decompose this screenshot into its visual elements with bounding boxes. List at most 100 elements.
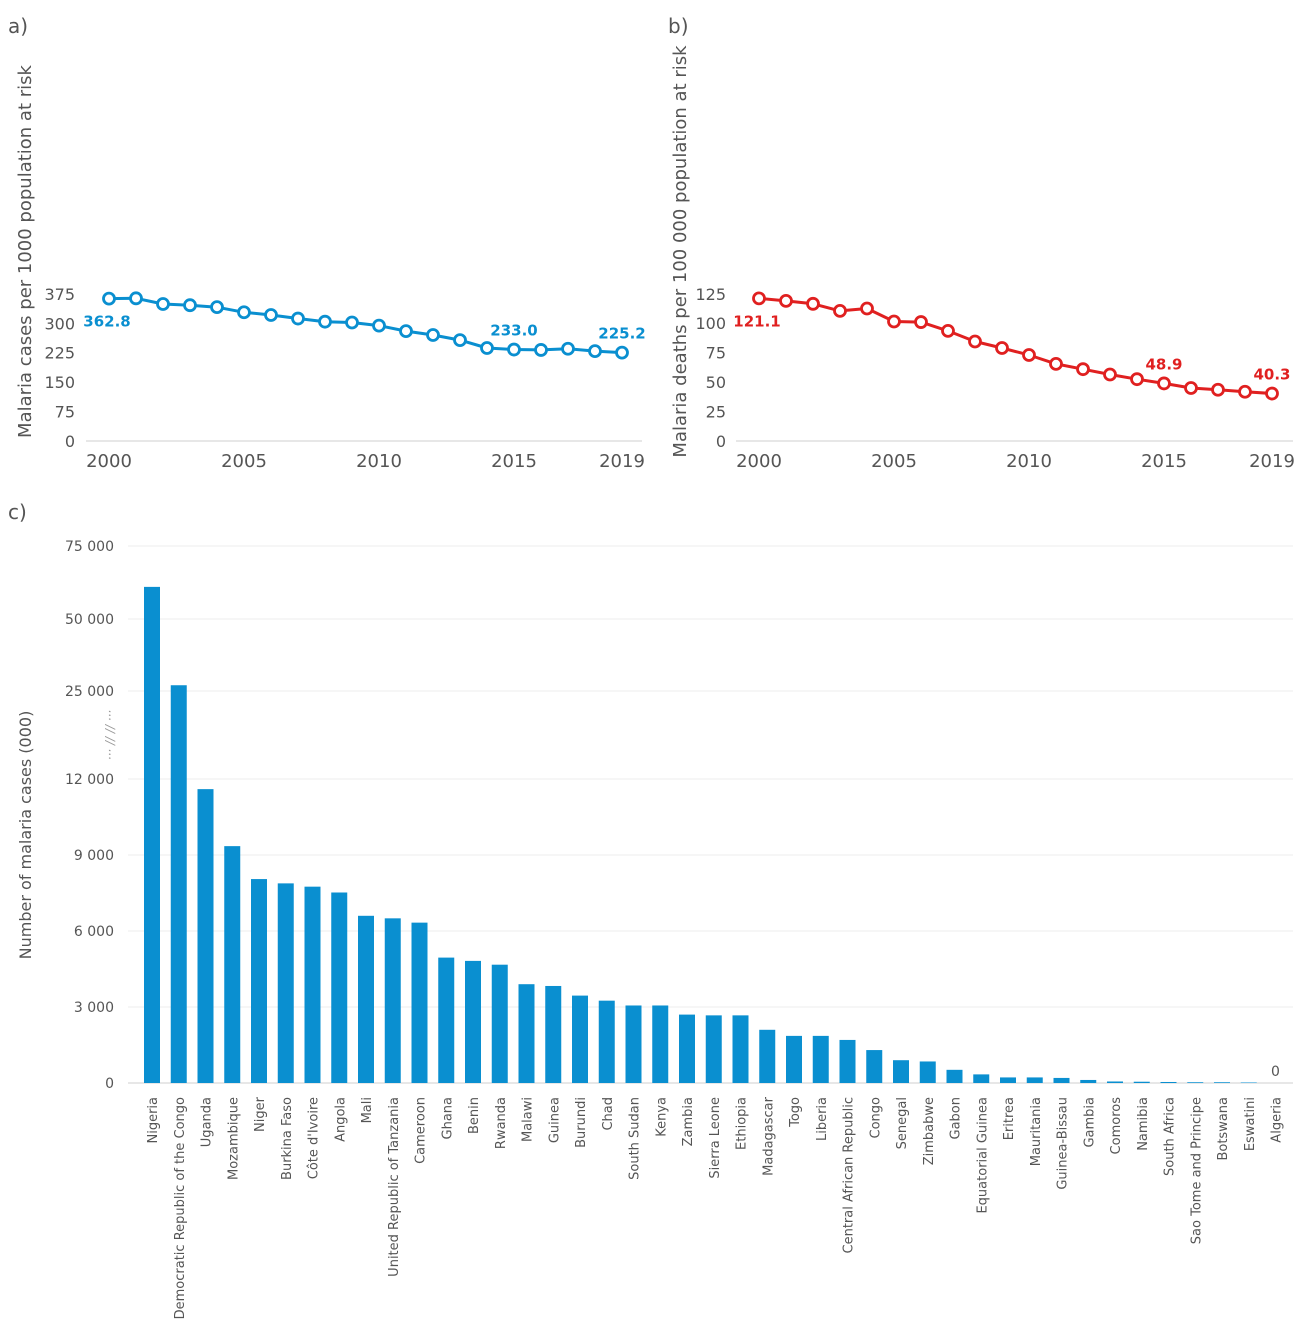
bar bbox=[946, 1069, 963, 1083]
category-label: Ethiopia bbox=[735, 1097, 750, 1150]
bar bbox=[1026, 1077, 1043, 1083]
data-point bbox=[264, 308, 278, 322]
y-tick-label: 300 bbox=[44, 314, 75, 333]
bar bbox=[1000, 1077, 1016, 1083]
category-label: Burundi bbox=[574, 1097, 589, 1148]
data-point bbox=[453, 333, 467, 348]
category-label: Democratic Republic of the Congo bbox=[173, 1097, 188, 1319]
category-label: Gambia bbox=[1082, 1097, 1097, 1148]
category-label: Togo bbox=[788, 1097, 803, 1128]
bar bbox=[411, 922, 428, 1083]
category-label: Sierra Leone bbox=[708, 1097, 723, 1179]
y-tick-label: 0 bbox=[65, 432, 75, 451]
bar bbox=[384, 918, 401, 1083]
y-tick-label: 225 bbox=[44, 344, 75, 363]
data-point bbox=[914, 315, 928, 329]
category-label: Equatorial Guinea bbox=[975, 1097, 990, 1214]
category-label: Congo bbox=[868, 1097, 883, 1139]
data-point bbox=[941, 323, 955, 338]
bar bbox=[866, 1050, 883, 1083]
category-label: United Republic of Tanzania bbox=[387, 1097, 402, 1277]
y-tick-label: 6 000 bbox=[74, 924, 114, 940]
y-axis-label: Malaria deaths per 100 000 population at… bbox=[670, 45, 691, 458]
data-point bbox=[887, 314, 901, 329]
category-label: Benin bbox=[467, 1097, 482, 1134]
category-label: Côte d'Ivoire bbox=[307, 1097, 322, 1179]
bar bbox=[759, 1029, 776, 1083]
y-tick-label: 125 bbox=[695, 285, 726, 304]
x-tick-label: 2015 bbox=[491, 451, 537, 472]
category-label: Nigeria bbox=[146, 1097, 161, 1144]
category-label: Mozambique bbox=[226, 1097, 241, 1180]
category-label: Kenya bbox=[654, 1097, 669, 1137]
bar bbox=[304, 886, 321, 1083]
y-tick-label: 100 bbox=[695, 314, 726, 333]
data-point bbox=[615, 345, 629, 360]
bar bbox=[545, 985, 562, 1083]
bar bbox=[598, 1000, 615, 1083]
y-tick-label: 375 bbox=[44, 285, 75, 304]
category-label: Madagascar bbox=[761, 1096, 776, 1176]
y-tick-label: 50 000 bbox=[65, 612, 114, 628]
category-label: Comoros bbox=[1109, 1097, 1124, 1155]
y-axis-label: Number of malaria cases (000) bbox=[16, 711, 35, 960]
data-point bbox=[345, 315, 359, 330]
data-point bbox=[1103, 367, 1117, 382]
bar bbox=[893, 1060, 909, 1083]
data-point bbox=[1022, 348, 1036, 362]
data-point bbox=[183, 298, 197, 313]
bar bbox=[438, 957, 455, 1083]
bar bbox=[491, 964, 508, 1083]
y-tick-label: 75 000 bbox=[65, 539, 114, 555]
data-point bbox=[318, 314, 332, 329]
category-label: Guinea-Bissau bbox=[1056, 1097, 1071, 1190]
bar bbox=[197, 789, 214, 1083]
data-point bbox=[1211, 382, 1225, 397]
data-point bbox=[1076, 362, 1090, 377]
x-tick-label: 2000 bbox=[736, 451, 782, 472]
data-point bbox=[833, 303, 847, 318]
bar bbox=[1240, 1082, 1257, 1083]
x-tick-label: 2019 bbox=[599, 451, 645, 472]
category-label: Rwanda bbox=[494, 1097, 509, 1149]
data-point bbox=[1049, 356, 1063, 371]
data-point bbox=[752, 291, 766, 306]
x-tick-label: 2005 bbox=[871, 451, 917, 472]
bar bbox=[705, 1015, 722, 1083]
data-point bbox=[561, 341, 575, 356]
category-label: Mauritania bbox=[1029, 1097, 1044, 1166]
bar bbox=[732, 1015, 749, 1083]
data-point bbox=[399, 324, 413, 339]
category-label: Uganda bbox=[200, 1097, 215, 1147]
data-point bbox=[480, 341, 494, 355]
x-tick-label: 2010 bbox=[356, 451, 402, 472]
category-label: Central African Republic bbox=[842, 1097, 857, 1253]
data-point bbox=[102, 291, 116, 306]
data-point bbox=[588, 344, 602, 359]
bar bbox=[518, 984, 535, 1083]
bar bbox=[812, 1035, 829, 1083]
data-point bbox=[806, 296, 820, 311]
data-point bbox=[860, 301, 874, 316]
category-label: Eswatini bbox=[1243, 1097, 1258, 1151]
bar bbox=[973, 1074, 990, 1083]
panel-label: a) bbox=[8, 14, 28, 38]
y-tick-label: 9 000 bbox=[74, 848, 114, 864]
category-label: Botswana bbox=[1216, 1097, 1231, 1161]
data-point bbox=[534, 343, 548, 357]
data-point bbox=[291, 311, 305, 326]
category-label: South Africa bbox=[1163, 1097, 1178, 1176]
category-label: Niger bbox=[253, 1096, 268, 1132]
bar bbox=[919, 1061, 936, 1083]
data-point bbox=[779, 293, 793, 308]
panel-c-cases-by-country-chart: c) 0 3 000 6 000 9 000 12 000 25 000 50 000 75 0… bbox=[8, 500, 1293, 1319]
data-point bbox=[1184, 381, 1198, 395]
category-label: Senegal bbox=[895, 1097, 910, 1149]
category-label: Liberia bbox=[815, 1097, 830, 1141]
bar bbox=[652, 1005, 669, 1083]
y-tick-label: 150 bbox=[44, 373, 75, 392]
category-label: Sao Tome and Principe bbox=[1189, 1097, 1204, 1244]
bar bbox=[1187, 1082, 1204, 1083]
category-label: Zimbabwe bbox=[922, 1097, 937, 1165]
